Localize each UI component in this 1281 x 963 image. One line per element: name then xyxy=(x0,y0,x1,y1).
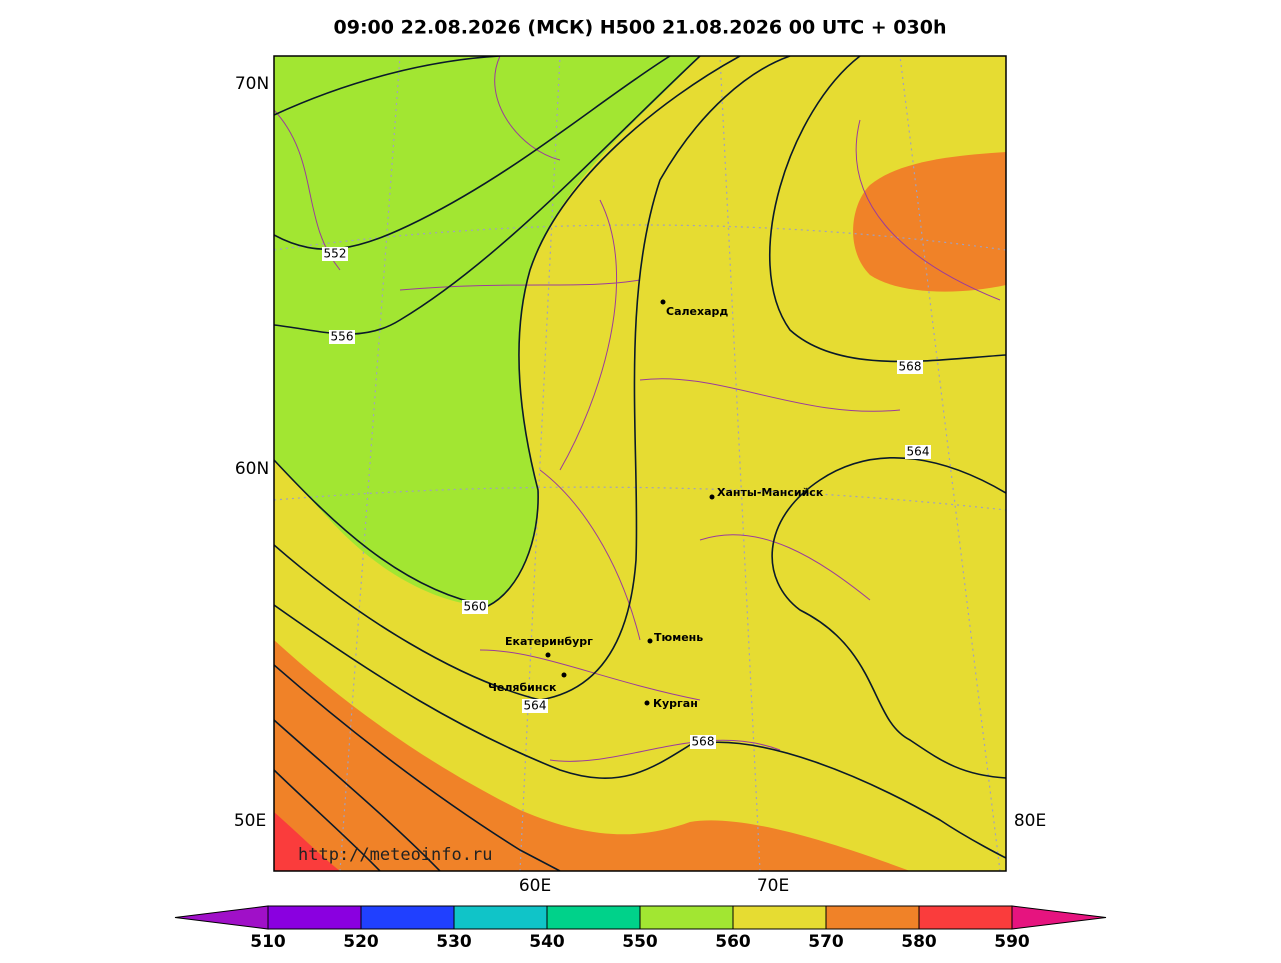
contour xyxy=(274,604,1006,859)
lat-label: 70N xyxy=(235,74,269,94)
watermark: http://meteoinfo.ru xyxy=(298,845,492,865)
colorbar-under xyxy=(174,905,269,930)
lon-label: 60E xyxy=(519,876,551,896)
city-dot xyxy=(545,652,551,658)
contour-label: 568 xyxy=(692,735,715,749)
colorbar-segment xyxy=(918,905,1013,930)
contour xyxy=(274,56,741,607)
colorbar-label: 530 xyxy=(436,932,472,952)
contour xyxy=(274,664,561,871)
contour-label: 564 xyxy=(907,445,930,459)
cities: Салехард Ханты-Мансийск Екатеринбург Тюм… xyxy=(488,299,824,710)
lon-label: 80E xyxy=(1014,811,1046,831)
city-dot xyxy=(709,494,715,500)
label-bg xyxy=(897,360,923,374)
contour xyxy=(274,56,791,701)
map: 552 556 560 564 568 568 564 Салехард Хан… xyxy=(274,56,1006,871)
contour-label: 556 xyxy=(331,330,354,344)
contour xyxy=(274,769,381,871)
borders xyxy=(274,56,1001,762)
contour-label: 560 xyxy=(464,600,487,614)
city-dot xyxy=(660,299,666,305)
city-dot xyxy=(647,638,653,644)
colorbar-label: 520 xyxy=(343,932,379,952)
city-dot xyxy=(561,672,567,678)
city-label: Тюмень xyxy=(654,631,703,644)
city-label: Екатеринбург xyxy=(505,635,593,648)
contour xyxy=(274,719,441,871)
contour-labels: 552 556 560 564 568 568 564 xyxy=(322,247,931,749)
colorbar-segment xyxy=(639,905,734,930)
colorbar-label: 550 xyxy=(622,932,658,952)
colorbar-over xyxy=(1011,905,1107,930)
fill-570-580 xyxy=(853,152,1006,292)
map-frame xyxy=(273,55,1007,872)
colorbar-label: 590 xyxy=(994,932,1030,952)
city-dot xyxy=(644,700,650,706)
contour xyxy=(274,56,501,116)
label-bg xyxy=(690,735,716,749)
label-bg xyxy=(329,330,355,344)
fill-580-590 xyxy=(274,812,340,871)
colorbar-segment xyxy=(267,905,362,930)
colorbar-segment xyxy=(546,905,641,930)
colorbar-label: 540 xyxy=(529,932,565,952)
colorbar-label: 510 xyxy=(250,932,286,952)
graticule xyxy=(274,56,1006,871)
city-label: Ханты-Мансийск xyxy=(717,486,824,499)
fill-570-580 xyxy=(274,640,910,871)
label-bg xyxy=(322,247,348,261)
city-label: Курган xyxy=(653,697,698,710)
colorbar-label: 560 xyxy=(715,932,751,952)
colorbar: 510 520 530 540 550 560 570 580 590 xyxy=(174,905,1107,952)
contour-label: 552 xyxy=(324,247,347,261)
contour-label: 564 xyxy=(524,699,547,713)
colorbar-label: 570 xyxy=(808,932,844,952)
label-bg xyxy=(522,699,548,713)
colorbar-segment xyxy=(453,905,548,930)
contour-label: 568 xyxy=(899,360,922,374)
city-label: Салехард xyxy=(666,305,728,318)
lon-label: 70E xyxy=(757,876,789,896)
colorbar-segment xyxy=(360,905,455,930)
lat-label: 60N xyxy=(235,459,269,479)
label-bg xyxy=(462,600,488,614)
lon-label: 50E xyxy=(234,811,266,831)
contour xyxy=(771,456,1006,779)
colorbar-segment xyxy=(825,905,920,930)
colorbar-label: 580 xyxy=(901,932,937,952)
fill-550-560 xyxy=(274,56,700,606)
label-bg xyxy=(905,445,931,459)
city-label: Челябинск xyxy=(488,681,557,694)
contour xyxy=(769,56,1006,363)
title: 09:00 22.08.2026 (МСК) H500 21.08.2026 0… xyxy=(334,17,947,39)
colorbar-segment xyxy=(732,905,827,930)
